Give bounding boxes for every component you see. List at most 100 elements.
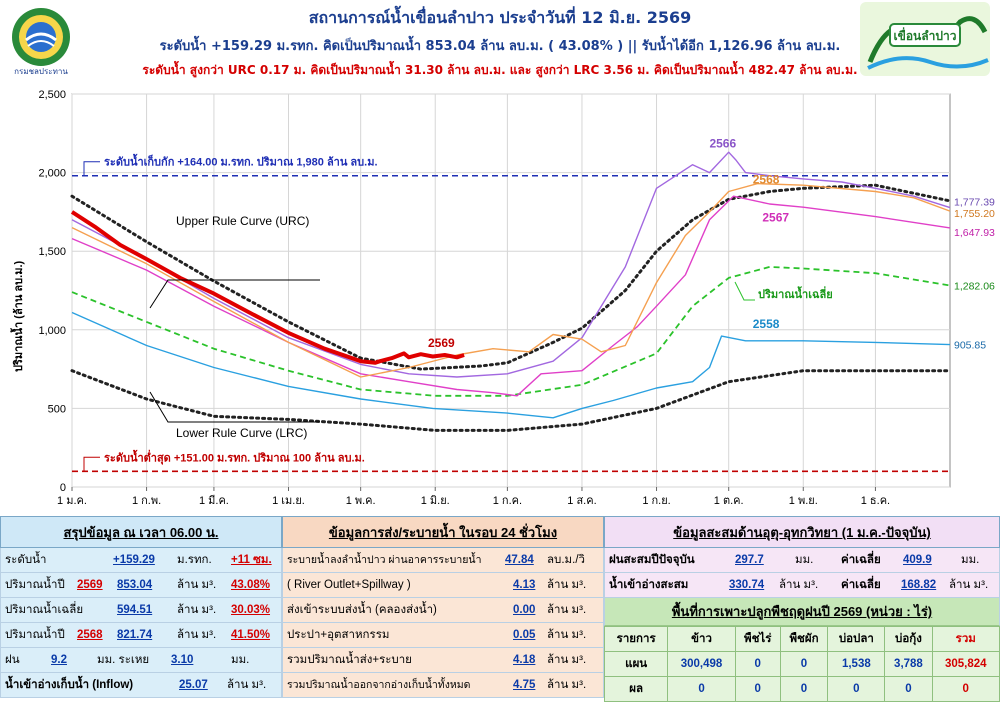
- series-labels: 2569 2566 2567 2568 2558 1,777.391,755.20 1,64…: [428, 136, 995, 351]
- water-level-summary: ระดับน้ำ +159.29 ม.รทก. คิดเป็นปริมาณน้ำ…: [159, 39, 841, 54]
- value: 330.74: [729, 579, 765, 591]
- end-value-label: 1,755.20: [954, 208, 995, 220]
- y-tick-label: 0: [60, 482, 66, 494]
- series-line-2558: [71, 311, 951, 419]
- extra: 3.10: [171, 654, 194, 666]
- crop-cell: 1,538: [827, 651, 886, 677]
- value: 297.7: [735, 554, 764, 566]
- value: 47.84: [505, 554, 534, 566]
- release-row-spillway: ( River Outlet+Spillway ) 4.13 ล้าน ม³.: [282, 573, 604, 598]
- x-tick-label: 1 ส.ค.: [567, 495, 596, 507]
- label: ระดับน้ำ: [5, 554, 47, 566]
- label: น้ำเข้าอ่างสะสม: [609, 579, 689, 591]
- crop-cell: 0: [734, 676, 781, 702]
- label: ระบายน้ำลงลำน้ำปาว ผ่านอาคารระบายน้ำ: [287, 554, 482, 566]
- x-tick-label: 1 ก.ย.: [642, 495, 670, 507]
- y-tick-label: 2,500: [38, 89, 66, 101]
- crop-cell: 0: [667, 676, 736, 702]
- avg-unit: มม.: [961, 554, 980, 566]
- extra: 43.08%: [231, 579, 271, 591]
- value: 0.05: [513, 629, 536, 641]
- label: ส่งเข้าระบบส่งน้ำ (คลองส่งน้ำ): [287, 604, 437, 616]
- lrc-annotation: Lower Rule Curve (LRC): [149, 391, 320, 440]
- x-tick-label: 1 มี.ค.: [199, 494, 229, 507]
- crop-header: พืชไร่: [734, 626, 781, 652]
- label: รวมปริมาณน้ำออกจากอ่างเก็บน้ำทั้งหมด: [287, 679, 471, 691]
- value: 4.18: [513, 654, 536, 666]
- unit: ล้าน ม³.: [227, 679, 267, 691]
- lampao-logo-label: เขื่อนลำปาว: [894, 27, 957, 43]
- avg-unit: ล้าน ม³.: [949, 579, 989, 591]
- unit: ล้าน ม³.: [547, 679, 587, 691]
- crop-row-plan: แผน 300,498 0 0 1,538 3,788 305,824: [603, 651, 1000, 677]
- data-tables: สรุปข้อมูล ณ เวลา 06.00 น. ระดับน้ำ +159…: [0, 516, 1000, 702]
- y-tick-label: 2,000: [38, 168, 66, 180]
- min-level-label: ระดับน้ำต่ำสุด +151.00 ม.รทก. ปริมาณ 100…: [104, 449, 365, 465]
- unit: มม.: [795, 554, 814, 566]
- header: กรมชลประทาน สถานการณ์น้ำเขื่อนลำปาว ประจ…: [0, 0, 1000, 80]
- y-tick-label: 500: [48, 403, 66, 415]
- summary-row-volume-2568: ปริมาณน้ำปี 2568 821.74 ล้าน ม³. 41.50%: [0, 623, 282, 648]
- avg: 409.9: [903, 554, 932, 566]
- page-title: สถานการณ์น้ำเขื่อนลำปาว ประจำวันที่ 12 ม…: [308, 8, 692, 27]
- end-value-label: 1,647.93: [954, 227, 995, 239]
- extra: 30.03%: [231, 604, 271, 616]
- crop-cell: 305,824: [931, 651, 1000, 677]
- storage-chart: ระดับน้ำเก็บกัก +164.00 ม.รทก. ปริมาณ 1,…: [10, 89, 995, 507]
- label: ฝนสะสมปีปัจจุบัน: [609, 554, 695, 566]
- urc-annotation: Upper Rule Curve (URC): [149, 214, 320, 309]
- extra: 41.50%: [231, 629, 271, 641]
- unit: ม.รทก.: [177, 554, 212, 566]
- crop-cell: 0: [931, 676, 1000, 702]
- urc-annotation-label: Upper Rule Curve (URC): [176, 214, 309, 228]
- summary-row-rain: ฝน 9.2 มม. ระเหย 3.10 มม.: [0, 648, 282, 673]
- end-value-label: 905.85: [954, 340, 986, 352]
- hydro-row-rain: ฝนสะสมปีปัจจุบัน 297.7 มม. ค่าเฉลี่ย 409…: [604, 548, 1000, 573]
- crop-cell: 0: [779, 676, 829, 702]
- end-value-label: 1,282.06: [954, 280, 995, 292]
- release-row-outlet: ระบายน้ำลงลำน้ำปาว ผ่านอาคารระบายน้ำ 47.…: [282, 548, 604, 573]
- x-axis: 1 ม.ค. 1 ก.พ. 1 มี.ค. 1 เม.ย. 1 พ.ค. 1 มิ.ย. 1…: [57, 487, 890, 507]
- value: 4.13: [513, 579, 536, 591]
- hydro-panel: ข้อมูลสะสมด้านอุตุ-อุทกวิทยา (1 ม.ค.-ปัจ…: [603, 516, 1000, 702]
- y-tick-label: 1,500: [38, 246, 66, 258]
- summary-row-average: ปริมาณน้ำเฉลี่ย 594.51 ล้าน ม³. 30.03%: [0, 598, 282, 623]
- avg: 168.82: [901, 579, 937, 591]
- x-tick-label: 1 ม.ค.: [57, 495, 87, 507]
- crop-header: รวม: [931, 626, 1000, 652]
- value: 0.00: [513, 604, 536, 616]
- crop-header: พืชผัก: [779, 626, 829, 652]
- y-tick-label: 1,000: [38, 325, 66, 337]
- value: 853.04: [117, 579, 153, 591]
- crop-title: พื้นที่การเพาะปลูกพืชฤดูฝนปี 2569 (หน่วย…: [604, 598, 1000, 626]
- x-tick-label: 1 ก.พ.: [132, 495, 161, 507]
- year: 2569: [77, 579, 103, 591]
- summary-title: สรุปข้อมูล ณ เวลา 06.00 น.: [0, 516, 282, 548]
- crop-header: บ่อกุ้ง: [884, 626, 933, 652]
- release-row-industry: ประปา+อุตสาหกรรม 0.05 ล้าน ม³.: [282, 623, 604, 648]
- series-line-2569: [70, 210, 465, 365]
- hydro-row-inflow: น้ำเข้าอ่างสะสม 330.74 ล้าน ม³. ค่าเฉลี่…: [604, 573, 1000, 598]
- release-row-total-send: รวมปริมาณน้ำส่ง+ระบาย 4.18 ล้าน ม³.: [282, 648, 604, 673]
- series-line-lower-rule-curve-lrc-: [70, 369, 952, 432]
- summary-panel: สรุปข้อมูล ณ เวลา 06.00 น. ระดับน้ำ +159…: [0, 516, 282, 698]
- series-label-2558: 2558: [753, 317, 780, 331]
- value: 25.07: [179, 679, 208, 691]
- value: 9.2: [51, 654, 67, 666]
- crop-cell: 0: [779, 651, 829, 677]
- end-value-label: 1,777.39: [954, 197, 995, 209]
- series-line-2567: [71, 195, 951, 397]
- lampao-dam-logo-icon: เขื่อนลำปาว: [860, 2, 990, 76]
- series-line-upper-rule-curve-urc-: [70, 183, 952, 371]
- x-tick-label: 1 พ.ค.: [346, 495, 376, 507]
- rid-logo-label: กรมชลประทาน: [14, 67, 68, 76]
- crop-cell: แผน: [603, 651, 669, 677]
- extra-unit: มม.: [231, 654, 250, 666]
- value: +159.29: [113, 554, 155, 566]
- release-row-total-out: รวมปริมาณน้ำออกจากอ่างเก็บน้ำทั้งหมด 4.7…: [282, 673, 604, 698]
- release-title: ข้อมูลการส่ง/ระบายน้ำ ในรอบ 24 ชั่วโมง: [282, 516, 604, 548]
- summary-row-level: ระดับน้ำ +159.29 ม.รทก. +11 ซม.: [0, 548, 282, 573]
- avg-annotation-label: ปริมาณน้ำเฉลี่ย: [758, 286, 833, 301]
- unit: ล้าน ม³.: [547, 579, 587, 591]
